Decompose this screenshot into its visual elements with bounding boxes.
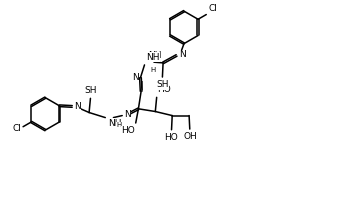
Text: OH: OH <box>184 132 197 141</box>
Text: NH: NH <box>148 51 161 60</box>
Text: SH: SH <box>156 80 169 90</box>
Text: H: H <box>150 67 155 73</box>
Text: |: | <box>141 81 144 90</box>
Text: N: N <box>179 50 185 59</box>
Text: HO: HO <box>157 85 171 94</box>
Text: Cl: Cl <box>12 124 21 133</box>
Text: Cl: Cl <box>208 4 217 13</box>
Text: N: N <box>74 102 81 111</box>
Text: N: N <box>146 55 153 63</box>
Text: NH: NH <box>146 53 159 61</box>
Text: SH: SH <box>85 86 97 95</box>
Text: H: H <box>117 122 122 128</box>
Text: NH: NH <box>108 119 121 128</box>
Text: N: N <box>132 72 139 82</box>
Text: HO: HO <box>164 133 178 142</box>
Text: N: N <box>124 110 131 119</box>
Text: HO: HO <box>121 126 135 135</box>
